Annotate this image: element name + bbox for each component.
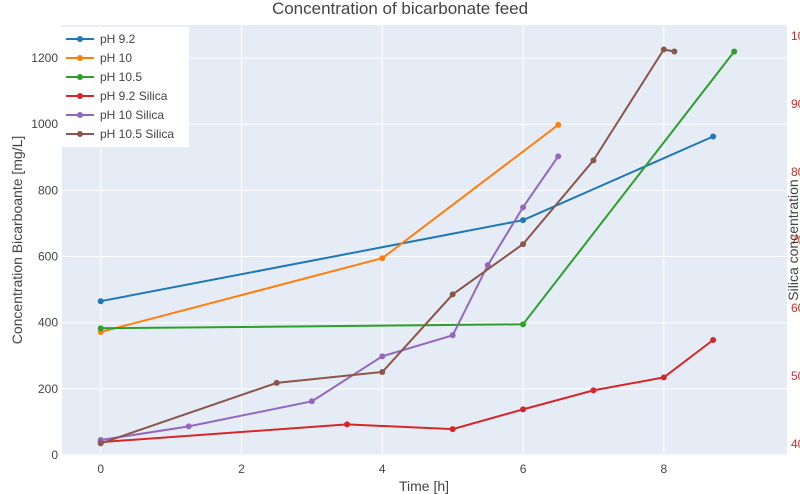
legend-swatch-marker-0 xyxy=(77,36,83,42)
y2-tick-label-1: 50 xyxy=(791,369,800,383)
y2-tick-label-2: 60 xyxy=(791,301,800,315)
series-line-4 xyxy=(100,155,560,441)
y-tick-label-6: 1200 xyxy=(31,51,58,65)
y-tick-label-3: 600 xyxy=(38,250,58,264)
series-4-point-5 xyxy=(484,262,491,269)
series-5-point-5 xyxy=(590,157,597,164)
series-2-point-0 xyxy=(97,325,104,332)
y-tick-label-5: 1000 xyxy=(31,117,58,131)
y2-tick-label-0: 40 xyxy=(791,437,800,451)
chart-title: Concentration of bicarbonate feed xyxy=(272,0,528,18)
y2-tick-label-6: 100 xyxy=(791,29,800,43)
x-tick-label-0: 0 xyxy=(97,462,104,476)
series-3-point-4 xyxy=(590,387,597,394)
y-tick-label-1: 200 xyxy=(38,382,58,396)
series-lines xyxy=(97,46,738,447)
series-5-point-6 xyxy=(660,46,667,53)
y-tick-label-0: 0 xyxy=(51,448,58,462)
series-2-point-2 xyxy=(731,48,738,55)
legend-swatch-marker-4 xyxy=(77,112,83,118)
x-tick-label-4: 8 xyxy=(660,462,667,476)
series-5-point-2 xyxy=(379,368,386,375)
legend: pH 9.2 pH 10 pH 10.5 pH 9.2 Silica pH 10 Sil… xyxy=(62,27,189,147)
series-5-point-7 xyxy=(671,48,678,55)
series-3-point-1 xyxy=(344,421,351,428)
y-axis-label: Concentration Bicarboante [mg/L] xyxy=(9,136,25,345)
legend-swatch-marker-1 xyxy=(77,55,83,61)
legend-label-0: pH 9.2 xyxy=(100,32,136,46)
series-0-point-1 xyxy=(520,217,527,224)
series-5-point-0 xyxy=(97,440,104,447)
y2-tick-label-3: 70 xyxy=(791,233,800,247)
series-4-point-4 xyxy=(449,332,456,339)
legend-swatch-marker-3 xyxy=(77,93,83,99)
series-3-point-6 xyxy=(710,337,717,344)
series-line-5 xyxy=(100,48,675,445)
y2-tick-label-4: 80 xyxy=(791,165,800,179)
legend-label-1: pH 10 xyxy=(100,51,132,65)
series-4-point-7 xyxy=(555,153,562,160)
series-0-point-2 xyxy=(710,133,717,140)
legend-label-5: pH 10.5 Silica xyxy=(100,127,174,141)
legend-label-4: pH 10 Silica xyxy=(100,108,164,122)
legend-swatch-marker-5 xyxy=(77,131,83,137)
x-tick-label-1: 2 xyxy=(238,462,245,476)
series-5-point-1 xyxy=(273,379,280,386)
axes: 0246802004006008001000120040506070809010… xyxy=(31,29,800,476)
legend-box xyxy=(62,27,189,147)
series-1-point-2 xyxy=(555,121,562,128)
grid xyxy=(62,25,787,456)
y-tick-label-4: 800 xyxy=(38,183,58,197)
x-tick-label-3: 6 xyxy=(520,462,527,476)
y2-tick-label-5: 90 xyxy=(791,97,800,111)
series-2-point-1 xyxy=(520,321,527,328)
series-3-point-3 xyxy=(520,406,527,413)
legend-label-2: pH 10.5 xyxy=(100,70,142,84)
series-0-point-0 xyxy=(97,298,104,305)
x-axis-label: Time [h] xyxy=(399,478,449,494)
series-3-point-2 xyxy=(449,426,456,433)
legend-label-3: pH 9.2 Silica xyxy=(100,89,168,103)
series-4-point-3 xyxy=(379,353,386,360)
x-tick-label-2: 4 xyxy=(379,462,386,476)
legend-swatch-marker-2 xyxy=(77,74,83,80)
series-3-point-5 xyxy=(660,374,667,381)
series-4-point-1 xyxy=(185,423,192,430)
y2-axis-label: Silica concentration xyxy=(785,179,800,300)
series-1-point-1 xyxy=(379,255,386,262)
series-5-point-3 xyxy=(449,291,456,298)
series-5-point-4 xyxy=(520,241,527,248)
y-tick-label-2: 400 xyxy=(38,316,58,330)
series-4-point-2 xyxy=(308,398,315,405)
series-4-point-6 xyxy=(520,204,527,211)
